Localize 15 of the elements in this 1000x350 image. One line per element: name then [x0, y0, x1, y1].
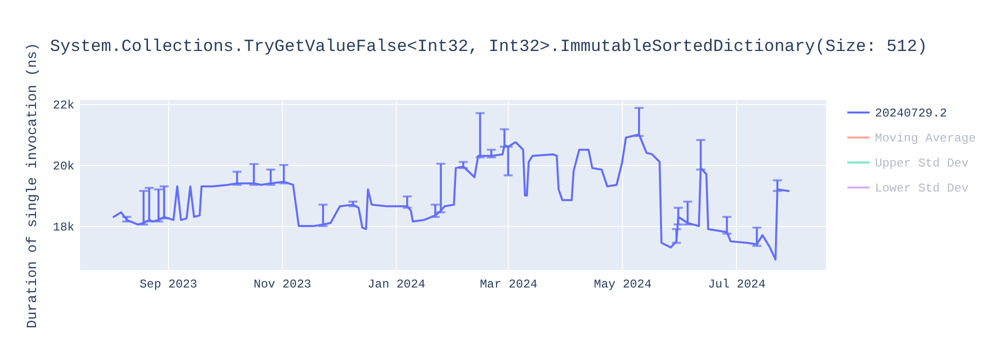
y-tick-label: 22k: [52, 98, 74, 112]
legend-label: 20240729.2: [875, 106, 948, 120]
y-axis-title: Duration of single invocation (ns): [24, 42, 41, 328]
x-tick-label: Nov 2023: [254, 278, 312, 292]
x-tick-label: Jan 2024: [368, 278, 426, 292]
legend-label: Moving Average: [875, 132, 976, 146]
x-tick-label: May 2024: [594, 278, 652, 292]
y-tick-label: 18k: [52, 220, 74, 235]
x-tick-label: Mar 2024: [480, 278, 538, 292]
legend-label: Lower Std Dev: [875, 182, 969, 196]
x-tick-label: Jul 2024: [708, 278, 766, 292]
x-tick-label: Sep 2023: [140, 278, 198, 292]
legend-label: Upper Std Dev: [875, 156, 969, 170]
chart-title: System.Collections.TryGetValueFalse<Int32, Int32>.ImmutableSortedDictionary(Size: 512): [50, 38, 928, 58]
y-tick-label: 20k: [52, 160, 74, 174]
